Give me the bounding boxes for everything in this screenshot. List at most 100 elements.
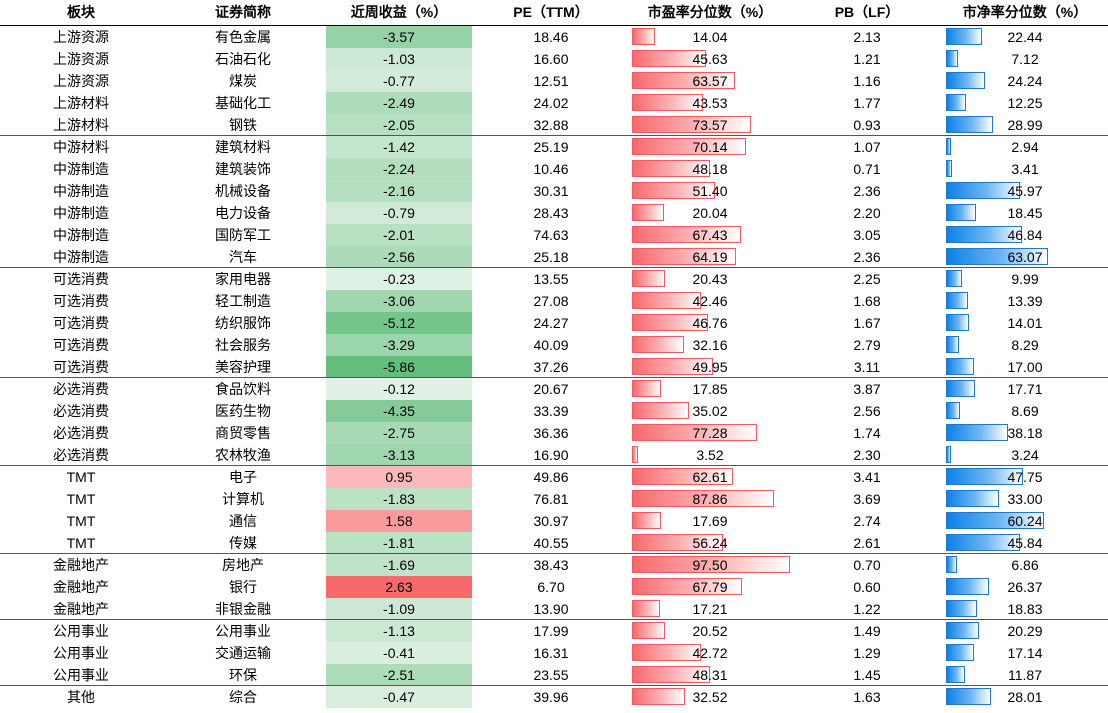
sector-cell: 必选消费 — [53, 447, 109, 463]
table-row: TMT 传媒 -1.81 40.55 56.24 2.61 45.84 — [0, 532, 1108, 554]
pe-cell: 37.26 — [533, 359, 569, 375]
sector-cell: 上游资源 — [53, 73, 109, 89]
pe-percentile-cell: 67.43 — [692, 227, 728, 243]
pe-percentile-cell: 32.16 — [692, 337, 728, 353]
pb-cell: 2.25 — [853, 271, 881, 287]
sector-cell: 可选消费 — [53, 315, 109, 331]
name-cell: 环保 — [229, 667, 257, 683]
weekly-return-cell: -3.29 — [326, 334, 472, 356]
pb-percentile-cell: 8.29 — [1011, 337, 1039, 353]
pb-percentile-bar — [946, 358, 974, 375]
pe-percentile-cell: 63.57 — [692, 73, 728, 89]
pb-cell: 1.29 — [853, 645, 881, 661]
weekly-return-cell: -1.83 — [326, 488, 472, 510]
pe-percentile-cell: 20.43 — [692, 271, 728, 287]
weekly-return-cell: -4.35 — [326, 400, 472, 422]
pe-percentile-bar — [632, 116, 752, 133]
sector-cell: 金融地产 — [53, 557, 109, 573]
pb-percentile-bar — [946, 688, 992, 705]
pe-cell: 40.55 — [533, 535, 569, 551]
weekly-return-cell: -0.23 — [326, 268, 472, 290]
pb-percentile-bar — [946, 204, 976, 221]
pe-percentile-bar — [632, 72, 735, 89]
pb-cell: 2.61 — [853, 535, 881, 551]
name-cell: 食品饮料 — [215, 381, 271, 397]
name-cell: 有色金属 — [215, 29, 271, 45]
weekly-return-cell: -1.69 — [326, 554, 472, 576]
name-cell: 房地产 — [222, 557, 264, 573]
pe-percentile-bar — [632, 380, 661, 397]
name-cell: 美容护理 — [215, 359, 271, 375]
weekly-return-cell: -0.12 — [326, 378, 472, 400]
pb-cell: 3.05 — [853, 227, 881, 243]
sector-cell: TMT — [66, 535, 96, 551]
pe-percentile-bar — [632, 204, 665, 221]
sector-cell: 中游制造 — [53, 249, 109, 265]
pe-cell: 30.97 — [533, 513, 569, 529]
table-row: 其他 综合 -0.47 39.96 32.52 1.63 28.01 — [0, 686, 1108, 708]
table-row: 公用事业 环保 -2.51 23.55 48.31 1.45 11.87 — [0, 664, 1108, 686]
pe-cell: 32.88 — [533, 117, 569, 133]
pb-percentile-bar — [946, 666, 966, 683]
pb-percentile-bar — [946, 50, 958, 67]
pe-cell: 20.67 — [533, 381, 569, 397]
name-cell: 农林牧渔 — [215, 447, 271, 463]
weekly-return-cell: -3.06 — [326, 290, 472, 312]
pe-percentile-cell: 42.46 — [692, 293, 728, 309]
sector-cell: TMT — [66, 513, 96, 529]
pb-cell: 2.56 — [853, 403, 881, 419]
pe-percentile-bar — [632, 622, 666, 639]
pb-percentile-cell: 17.14 — [1007, 645, 1043, 661]
pe-cell: 24.02 — [533, 95, 569, 111]
table-row: TMT 通信 1.58 30.97 17.69 2.74 60.24 — [0, 510, 1108, 532]
name-cell: 汽车 — [229, 249, 257, 265]
pe-percentile-bar — [632, 160, 711, 177]
pb-cell: 0.70 — [853, 557, 881, 573]
pe-percentile-bar — [632, 50, 706, 67]
pb-percentile-bar — [946, 512, 1044, 529]
table-row: 可选消费 轻工制造 -3.06 27.08 42.46 1.68 13.39 — [0, 290, 1108, 312]
pb-cell: 1.77 — [853, 95, 881, 111]
pb-percentile-bar — [946, 600, 977, 617]
pe-cell: 40.09 — [533, 337, 569, 353]
group-divider — [0, 267, 1108, 268]
pe-percentile-bar — [632, 666, 711, 683]
pb-percentile-bar — [946, 270, 963, 287]
name-cell: 电子 — [229, 469, 257, 485]
pe-percentile-cell: 35.02 — [692, 403, 728, 419]
name-cell: 国防军工 — [215, 227, 271, 243]
pe-cell: 25.19 — [533, 139, 569, 155]
header-pb: PB（LF） — [834, 4, 900, 20]
sector-cell: 必选消费 — [53, 425, 109, 441]
table-row: 上游材料 钢铁 -2.05 32.88 73.57 0.93 28.99 — [0, 114, 1108, 136]
sector-cell: TMT — [66, 469, 96, 485]
table-row: TMT 电子 0.95 49.86 62.61 3.41 47.75 — [0, 466, 1108, 488]
sector-cell: 中游制造 — [53, 183, 109, 199]
pe-percentile-cell: 56.24 — [692, 535, 728, 551]
pb-percentile-cell: 6.86 — [1011, 557, 1039, 573]
pb-percentile-bar — [946, 116, 993, 133]
pe-percentile-cell: 20.04 — [692, 205, 728, 221]
weekly-return-cell: -2.05 — [326, 114, 472, 136]
table-row: 金融地产 银行 2.63 6.70 67.79 0.60 26.37 — [0, 576, 1108, 598]
sector-cell: TMT — [66, 491, 96, 507]
sector-cell: 必选消费 — [53, 403, 109, 419]
name-cell: 通信 — [229, 513, 257, 529]
table-row: 上游资源 有色金属 -3.57 18.46 14.04 2.13 22.44 — [0, 26, 1108, 48]
pb-cell: 1.22 — [853, 601, 881, 617]
pe-cell: 74.63 — [533, 227, 569, 243]
header-divider — [0, 25, 1108, 26]
pb-cell: 2.20 — [853, 205, 881, 221]
pe-percentile-bar — [632, 314, 708, 331]
pe-percentile-cell: 70.14 — [692, 139, 728, 155]
sector-cell: 公用事业 — [53, 623, 109, 639]
weekly-return-cell: -0.47 — [326, 686, 472, 708]
weekly-return-cell: -1.13 — [326, 620, 472, 642]
sector-cell: 上游材料 — [53, 95, 109, 111]
pe-cell: 24.27 — [533, 315, 569, 331]
pb-percentile-cell: 63.07 — [1007, 249, 1043, 265]
weekly-return-cell: -2.56 — [326, 246, 472, 268]
pe-percentile-cell: 42.72 — [692, 645, 728, 661]
name-cell: 基础化工 — [215, 95, 271, 111]
pb-percentile-cell: 18.83 — [1007, 601, 1043, 617]
